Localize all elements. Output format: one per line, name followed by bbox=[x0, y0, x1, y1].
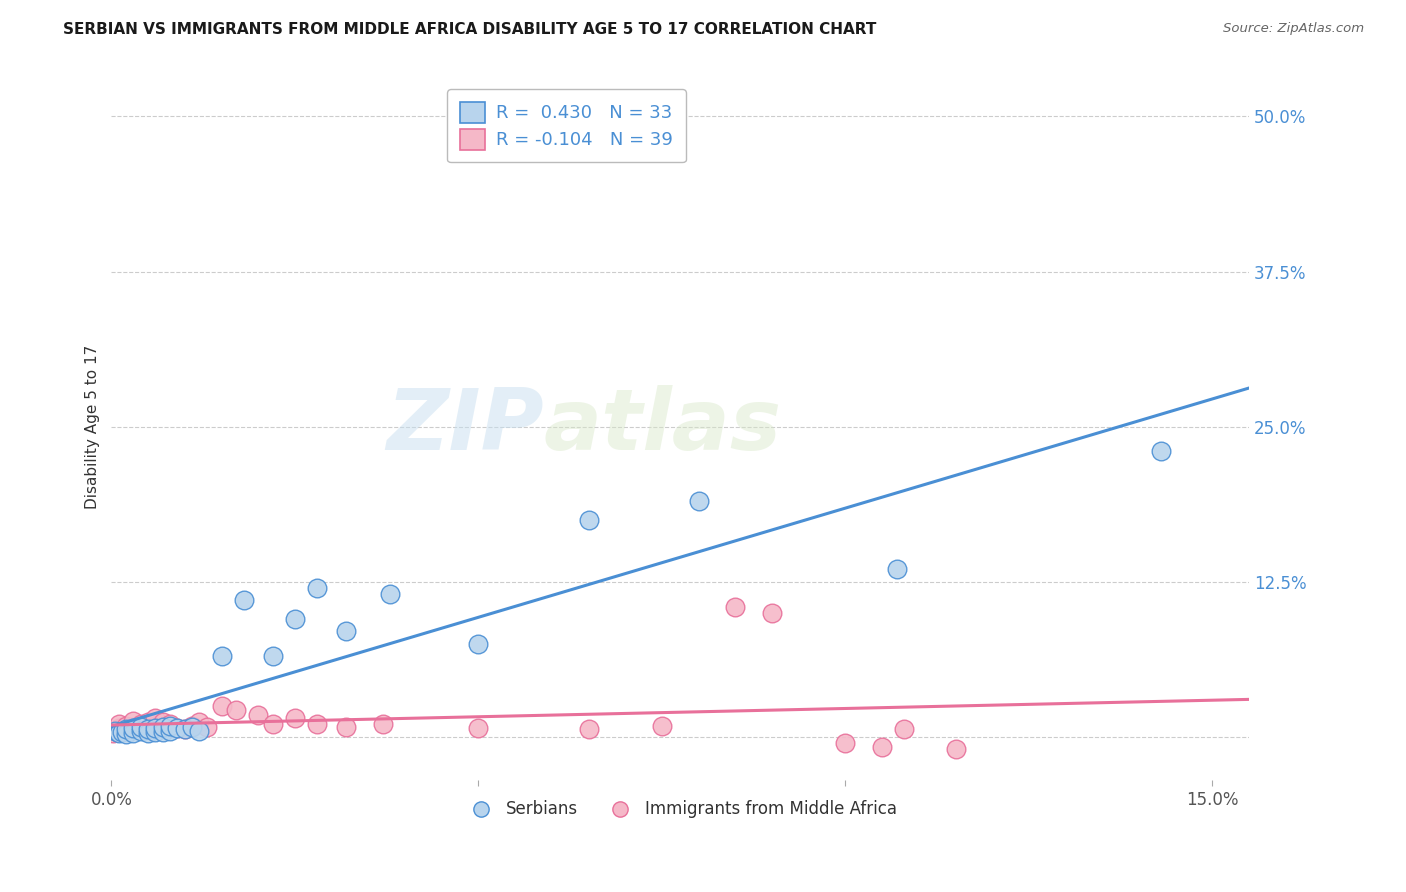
Point bbox=[262, 717, 284, 731]
Point bbox=[724, 599, 747, 614]
Point bbox=[211, 649, 233, 664]
Point bbox=[122, 726, 145, 740]
Point bbox=[305, 717, 328, 731]
Point bbox=[262, 649, 284, 664]
Point bbox=[886, 562, 908, 576]
Point bbox=[101, 726, 124, 740]
Point bbox=[893, 723, 915, 737]
Point bbox=[129, 717, 152, 731]
Text: Source: ZipAtlas.com: Source: ZipAtlas.com bbox=[1223, 22, 1364, 36]
Point bbox=[115, 727, 138, 741]
Point bbox=[578, 723, 600, 737]
Point bbox=[380, 587, 402, 601]
Point bbox=[145, 719, 167, 733]
Point bbox=[159, 723, 181, 738]
Point bbox=[152, 720, 174, 734]
Point bbox=[115, 723, 138, 737]
Point bbox=[122, 721, 145, 735]
Point bbox=[173, 723, 195, 737]
Point bbox=[136, 714, 159, 729]
Text: atlas: atlas bbox=[544, 385, 782, 468]
Point bbox=[145, 721, 167, 735]
Point bbox=[107, 717, 129, 731]
Point bbox=[122, 720, 145, 734]
Point bbox=[834, 736, 856, 750]
Point bbox=[651, 719, 673, 733]
Point bbox=[145, 725, 167, 739]
Point bbox=[136, 726, 159, 740]
Point bbox=[129, 721, 152, 735]
Point bbox=[152, 725, 174, 739]
Point bbox=[870, 739, 893, 754]
Point bbox=[188, 714, 211, 729]
Point bbox=[467, 721, 489, 735]
Point bbox=[335, 624, 357, 639]
Point bbox=[159, 719, 181, 733]
Text: SERBIAN VS IMMIGRANTS FROM MIDDLE AFRICA DISABILITY AGE 5 TO 17 CORRELATION CHAR: SERBIAN VS IMMIGRANTS FROM MIDDLE AFRICA… bbox=[63, 22, 877, 37]
Point bbox=[115, 719, 138, 733]
Point bbox=[152, 714, 174, 729]
Point bbox=[107, 726, 129, 740]
Point bbox=[945, 742, 967, 756]
Point bbox=[305, 581, 328, 595]
Point bbox=[688, 494, 710, 508]
Point bbox=[371, 717, 394, 731]
Text: ZIP: ZIP bbox=[387, 385, 544, 468]
Point bbox=[145, 711, 167, 725]
Point bbox=[136, 723, 159, 737]
Point bbox=[1150, 444, 1173, 458]
Point bbox=[284, 612, 307, 626]
Point bbox=[129, 720, 152, 734]
Point bbox=[107, 721, 129, 735]
Point bbox=[166, 721, 188, 735]
Point bbox=[284, 711, 307, 725]
Point bbox=[232, 593, 254, 607]
Point bbox=[578, 513, 600, 527]
Point bbox=[467, 637, 489, 651]
Point bbox=[152, 720, 174, 734]
Legend: Serbians, Immigrants from Middle Africa: Serbians, Immigrants from Middle Africa bbox=[457, 794, 903, 825]
Point bbox=[104, 723, 127, 738]
Point bbox=[136, 723, 159, 737]
Point bbox=[115, 723, 138, 737]
Point bbox=[122, 714, 145, 728]
Point bbox=[247, 707, 270, 722]
Point bbox=[159, 717, 181, 731]
Point bbox=[335, 720, 357, 734]
Y-axis label: Disability Age 5 to 17: Disability Age 5 to 17 bbox=[86, 344, 100, 508]
Point bbox=[181, 720, 204, 734]
Point bbox=[166, 721, 188, 735]
Point bbox=[188, 723, 211, 738]
Point bbox=[181, 719, 204, 733]
Point bbox=[225, 702, 247, 716]
Point bbox=[104, 723, 127, 738]
Point bbox=[761, 606, 783, 620]
Point bbox=[129, 723, 152, 738]
Point bbox=[211, 698, 233, 713]
Point bbox=[111, 725, 134, 739]
Point bbox=[195, 720, 218, 734]
Point bbox=[173, 723, 195, 737]
